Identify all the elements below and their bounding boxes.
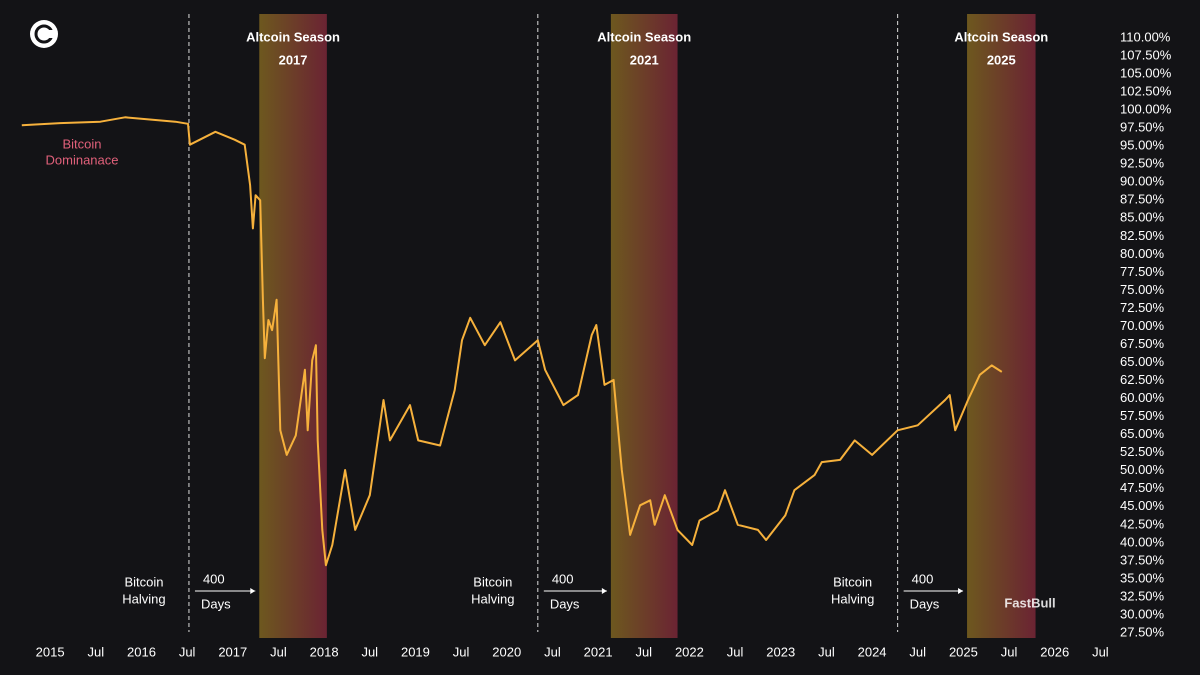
y-tick-label: 70.00% bbox=[1120, 318, 1165, 333]
y-tick-label: 90.00% bbox=[1120, 174, 1165, 189]
season-label: 2017 bbox=[279, 52, 308, 67]
y-tick-label: 30.00% bbox=[1120, 606, 1165, 621]
x-tick-label: Jul bbox=[909, 644, 926, 659]
x-tick-label: 2020 bbox=[492, 644, 521, 659]
halving-label: Bitcoin bbox=[124, 574, 163, 589]
x-tick-label: 2016 bbox=[127, 644, 156, 659]
y-tick-label: 110.00% bbox=[1120, 29, 1171, 44]
y-tick-label: 67.50% bbox=[1120, 336, 1165, 351]
y-tick-label: 47.50% bbox=[1120, 480, 1165, 495]
x-tick-label: Jul bbox=[1001, 644, 1018, 659]
x-tick-label: 2022 bbox=[675, 644, 704, 659]
season-label: Altcoin Season bbox=[246, 29, 340, 44]
x-tick-label: 2019 bbox=[401, 644, 430, 659]
series-label: Dominanace bbox=[46, 152, 119, 167]
altcoin-season-band bbox=[610, 14, 678, 638]
x-tick-label: Jul bbox=[453, 644, 470, 659]
gap-label: Days bbox=[910, 596, 940, 611]
y-tick-label: 62.50% bbox=[1120, 372, 1165, 387]
y-tick-label: 107.50% bbox=[1120, 47, 1172, 62]
x-tick-label: 2024 bbox=[858, 644, 887, 659]
halving-label: Halving bbox=[122, 591, 165, 606]
y-tick-label: 95.00% bbox=[1120, 138, 1165, 153]
y-tick-label: 65.00% bbox=[1120, 354, 1165, 369]
y-tick-label: 35.00% bbox=[1120, 570, 1165, 585]
y-tick-label: 57.50% bbox=[1120, 408, 1165, 423]
x-tick-label: Jul bbox=[179, 644, 196, 659]
gap-arrowhead bbox=[958, 588, 964, 594]
y-tick-label: 82.50% bbox=[1120, 228, 1165, 243]
gap-arrowhead bbox=[601, 588, 607, 594]
y-tick-label: 77.50% bbox=[1120, 264, 1165, 279]
y-tick-label: 72.50% bbox=[1120, 300, 1165, 315]
y-tick-label: 27.50% bbox=[1120, 624, 1165, 639]
y-tick-label: 37.50% bbox=[1120, 552, 1165, 567]
y-tick-label: 75.00% bbox=[1120, 282, 1165, 297]
season-label: Altcoin Season bbox=[954, 29, 1048, 44]
x-tick-label: Jul bbox=[635, 644, 652, 659]
gap-label: Days bbox=[201, 596, 231, 611]
x-tick-label: Jul bbox=[87, 644, 104, 659]
x-tick-label: Jul bbox=[270, 644, 287, 659]
gap-label: 400 bbox=[203, 571, 225, 586]
series-label: Bitcoin bbox=[62, 136, 101, 151]
y-tick-label: 92.50% bbox=[1120, 156, 1165, 171]
dominance-line bbox=[21, 116, 1003, 567]
x-tick-label: Jul bbox=[727, 644, 744, 659]
y-tick-label: 87.50% bbox=[1120, 192, 1165, 207]
halving-label: Bitcoin bbox=[473, 574, 512, 589]
gap-arrowhead bbox=[250, 588, 256, 594]
season-label: 2021 bbox=[630, 52, 659, 67]
y-tick-label: 102.50% bbox=[1120, 84, 1172, 99]
logo-cut bbox=[46, 30, 54, 38]
y-tick-label: 52.50% bbox=[1120, 444, 1165, 459]
x-tick-label: Jul bbox=[544, 644, 561, 659]
x-tick-label: 2015 bbox=[36, 644, 65, 659]
gap-label: 400 bbox=[552, 571, 574, 586]
altcoin-season-band bbox=[259, 14, 327, 638]
logo bbox=[30, 20, 58, 48]
x-tick-label: Jul bbox=[1092, 644, 1109, 659]
y-tick-label: 105.00% bbox=[1120, 65, 1172, 80]
altcoin-season-band bbox=[967, 14, 1036, 638]
y-tick-label: 50.00% bbox=[1120, 462, 1165, 477]
season-label: 2025 bbox=[987, 52, 1016, 67]
watermark: FastBull bbox=[1004, 595, 1055, 610]
y-tick-label: 60.00% bbox=[1120, 390, 1165, 405]
y-tick-label: 85.00% bbox=[1120, 210, 1165, 225]
y-tick-label: 42.50% bbox=[1120, 516, 1165, 531]
gap-label: 400 bbox=[912, 571, 934, 586]
halving-label: Halving bbox=[831, 591, 874, 606]
y-tick-label: 40.00% bbox=[1120, 534, 1165, 549]
x-tick-label: 2017 bbox=[218, 644, 247, 659]
logo-outer bbox=[30, 20, 58, 48]
x-tick-label: 2018 bbox=[310, 644, 339, 659]
y-tick-label: 65.00% bbox=[1120, 426, 1165, 441]
gap-label: Days bbox=[550, 596, 580, 611]
y-tick-label: 97.50% bbox=[1120, 120, 1165, 135]
x-tick-label: 2025 bbox=[949, 644, 978, 659]
x-tick-label: 2023 bbox=[766, 644, 795, 659]
y-tick-label: 32.50% bbox=[1120, 588, 1165, 603]
x-tick-label: 2026 bbox=[1040, 644, 1069, 659]
y-tick-label: 80.00% bbox=[1120, 246, 1165, 261]
halving-label: Halving bbox=[471, 591, 514, 606]
x-tick-label: 2021 bbox=[584, 644, 613, 659]
x-tick-label: Jul bbox=[818, 644, 835, 659]
season-label: Altcoin Season bbox=[597, 29, 691, 44]
y-tick-label: 100.00% bbox=[1120, 102, 1172, 117]
x-tick-label: Jul bbox=[361, 644, 378, 659]
y-tick-label: 45.00% bbox=[1120, 498, 1165, 513]
halving-label: Bitcoin bbox=[833, 574, 872, 589]
